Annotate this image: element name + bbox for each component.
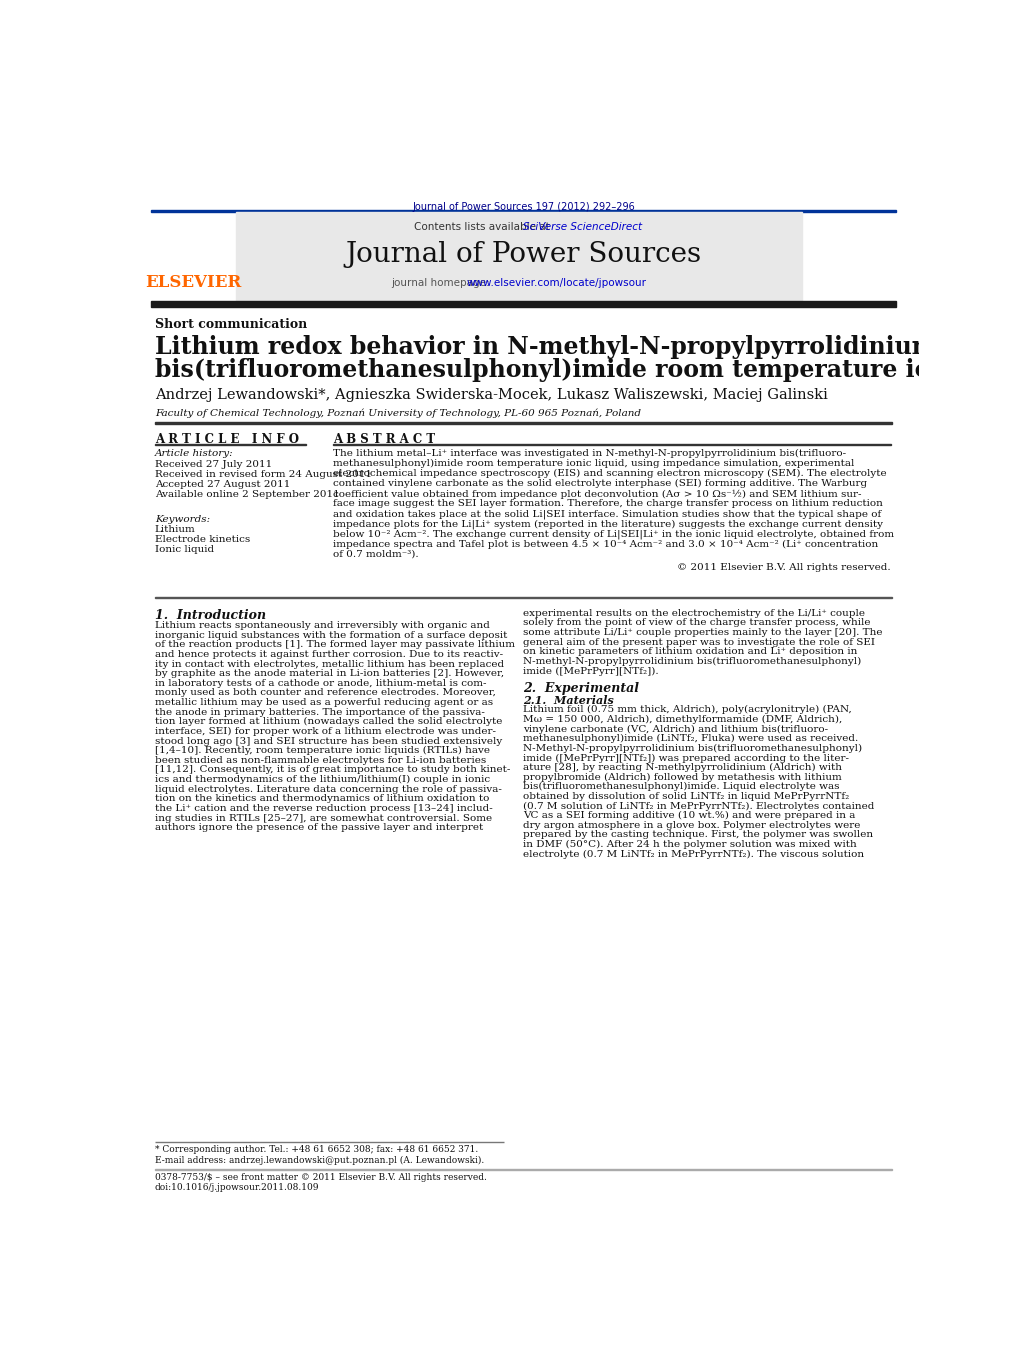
Text: contained vinylene carbonate as the solid electrolyte interphase (SEI) forming a: contained vinylene carbonate as the soli… xyxy=(333,480,867,489)
Text: journal homepage:: journal homepage: xyxy=(391,277,493,288)
Text: impedance plots for the Li|Li⁺ system (reported in the literature) suggests the : impedance plots for the Li|Li⁺ system (r… xyxy=(333,519,883,530)
Text: the Li⁺ cation and the reverse reduction process [13–24] includ-: the Li⁺ cation and the reverse reduction… xyxy=(155,804,492,813)
Text: doi:10.1016/j.jpowsour.2011.08.109: doi:10.1016/j.jpowsour.2011.08.109 xyxy=(155,1183,320,1192)
Text: tion layer formed at lithium (nowadays called the solid electrolyte: tion layer formed at lithium (nowadays c… xyxy=(155,717,502,727)
Text: vinylene carbonate (VC, Aldrich) and lithium bis(trifluoro-: vinylene carbonate (VC, Aldrich) and lit… xyxy=(523,724,828,734)
Text: © 2011 Elsevier B.V. All rights reserved.: © 2011 Elsevier B.V. All rights reserved… xyxy=(677,562,891,571)
Text: methanesulphonyl)imide room temperature ionic liquid, using impedance simulation: methanesulphonyl)imide room temperature … xyxy=(333,459,855,469)
Bar xyxy=(151,209,895,212)
Text: of the reaction products [1]. The formed layer may passivate lithium: of the reaction products [1]. The formed… xyxy=(155,640,515,650)
Text: in DMF (50°C). After 24 h the polymer solution was mixed with: in DMF (50°C). After 24 h the polymer so… xyxy=(523,840,857,850)
Text: Received in revised form 24 August 2011: Received in revised form 24 August 2011 xyxy=(155,470,372,480)
Text: imide ([MePrPyrr][NTf₂]) was prepared according to the liter-: imide ([MePrPyrr][NTf₂]) was prepared ac… xyxy=(523,754,848,762)
Text: some attribute Li/Li⁺ couple properties mainly to the layer [20]. The: some attribute Li/Li⁺ couple properties … xyxy=(523,628,882,636)
Text: been studied as non-flammable electrolytes for Li-ion batteries: been studied as non-flammable electrolyt… xyxy=(155,755,486,765)
Text: face image suggest the SEI layer formation. Therefore, the charge transfer proce: face image suggest the SEI layer formati… xyxy=(333,500,883,508)
Text: 2.1.  Materials: 2.1. Materials xyxy=(523,694,614,705)
Text: Short communication: Short communication xyxy=(155,317,307,331)
Text: Andrzej Lewandowski*, Agnieszka Swiderska-Mocek, Lukasz Waliszewski, Maciej Gali: Andrzej Lewandowski*, Agnieszka Swidersk… xyxy=(155,389,828,403)
Text: stood long ago [3] and SEI structure has been studied extensively: stood long ago [3] and SEI structure has… xyxy=(155,736,502,746)
Bar xyxy=(151,301,895,307)
Text: Ionic liquid: Ionic liquid xyxy=(155,544,213,554)
Text: bis(trifluoromethanesulphonyl)imide room temperature ionic liquid: bis(trifluoromethanesulphonyl)imide room… xyxy=(155,358,1021,382)
Text: of 0.7 moldm⁻³).: of 0.7 moldm⁻³). xyxy=(333,550,419,558)
Text: tion on the kinetics and thermodynamics of lithium oxidation to: tion on the kinetics and thermodynamics … xyxy=(155,794,489,804)
Text: Journal of Power Sources 197 (2012) 292–296: Journal of Power Sources 197 (2012) 292–… xyxy=(412,203,635,212)
Text: Lithium: Lithium xyxy=(155,524,195,534)
Text: dry argon atmosphere in a glove box. Polymer electrolytes were: dry argon atmosphere in a glove box. Pol… xyxy=(523,821,861,830)
Text: liquid electrolytes. Literature data concerning the role of passiva-: liquid electrolytes. Literature data con… xyxy=(155,785,501,793)
Text: ELSEVIER: ELSEVIER xyxy=(145,274,242,290)
Text: below 10⁻² Acm⁻². The exchange current density of Li|SEI|Li⁺ in the ionic liquid: below 10⁻² Acm⁻². The exchange current d… xyxy=(333,530,894,539)
Text: imide ([MePrPyrr][NTf₂]).: imide ([MePrPyrr][NTf₂]). xyxy=(523,666,659,676)
Text: prepared by the casting technique. First, the polymer was swollen: prepared by the casting technique. First… xyxy=(523,831,873,839)
Text: the anode in primary batteries. The importance of the passiva-: the anode in primary batteries. The impo… xyxy=(155,708,485,716)
Text: VC as a SEI forming additive (10 wt.%) and were prepared in a: VC as a SEI forming additive (10 wt.%) a… xyxy=(523,811,856,820)
Text: methanesulphonyl)imide (LiNTf₂, Fluka) were used as received.: methanesulphonyl)imide (LiNTf₂, Fluka) w… xyxy=(523,734,858,743)
Text: inorganic liquid substances with the formation of a surface deposit: inorganic liquid substances with the for… xyxy=(155,631,507,639)
Text: Available online 2 September 2011: Available online 2 September 2011 xyxy=(155,490,340,499)
Text: Lithium redox behavior in N-methyl-N-propylpyrrolidinium: Lithium redox behavior in N-methyl-N-pro… xyxy=(155,335,936,358)
Text: Journal of Power Sources: Journal of Power Sources xyxy=(345,242,701,269)
Text: Received 27 July 2011: Received 27 July 2011 xyxy=(155,461,272,469)
Text: A B S T R A C T: A B S T R A C T xyxy=(333,434,435,446)
Text: Faculty of Chemical Technology, Poznań University of Technology, PL-60 965 Pozna: Faculty of Chemical Technology, Poznań U… xyxy=(155,408,641,417)
Text: The lithium metal–Li⁺ interface was investigated in N-methyl-N-propylpyrrolidini: The lithium metal–Li⁺ interface was inve… xyxy=(333,450,846,458)
Text: Electrode kinetics: Electrode kinetics xyxy=(155,535,250,544)
Text: www.elsevier.com/locate/jpowsour: www.elsevier.com/locate/jpowsour xyxy=(467,277,646,288)
Text: [11,12]. Consequently, it is of great importance to study both kinet-: [11,12]. Consequently, it is of great im… xyxy=(155,766,510,774)
Text: ics and thermodynamics of the lithium/lithium(I) couple in ionic: ics and thermodynamics of the lithium/li… xyxy=(155,775,490,784)
Text: ature [28], by reacting N-methylpyrrolidinium (Aldrich) with: ature [28], by reacting N-methylpyrrolid… xyxy=(523,763,842,773)
Text: Accepted 27 August 2011: Accepted 27 August 2011 xyxy=(155,480,290,489)
Text: Contents lists available at: Contents lists available at xyxy=(415,222,553,232)
Text: impedance spectra and Tafel plot is between 4.5 × 10⁻⁴ Acm⁻² and 3.0 × 10⁻⁴ Acm⁻: impedance spectra and Tafel plot is betw… xyxy=(333,539,878,549)
Text: 2.  Experimental: 2. Experimental xyxy=(523,682,639,696)
Text: 1.  Introduction: 1. Introduction xyxy=(155,609,265,621)
Text: interface, SEI) for proper work of a lithium electrode was under-: interface, SEI) for proper work of a lit… xyxy=(155,727,496,736)
Text: experimental results on the electrochemistry of the Li/Li⁺ couple: experimental results on the electrochemi… xyxy=(523,609,865,617)
Text: authors ignore the presence of the passive layer and interpret: authors ignore the presence of the passi… xyxy=(155,823,483,832)
Text: on kinetic parameters of lithium oxidation and Li⁺ deposition in: on kinetic parameters of lithium oxidati… xyxy=(523,647,858,657)
Text: ing studies in RTILs [25–27], are somewhat controversial. Some: ing studies in RTILs [25–27], are somewh… xyxy=(155,813,492,823)
Text: Mω = 150 000, Aldrich), dimethylformamide (DMF, Aldrich),: Mω = 150 000, Aldrich), dimethylformamid… xyxy=(523,715,842,724)
Text: (0.7 M solution of LiNTf₂ in MePrPyrrNTf₂). Electrolytes contained: (0.7 M solution of LiNTf₂ in MePrPyrrNTf… xyxy=(523,801,874,811)
Text: Lithium foil (0.75 mm thick, Aldrich), poly(acrylonitryle) (PAN,: Lithium foil (0.75 mm thick, Aldrich), p… xyxy=(523,705,852,715)
Text: electrochemical impedance spectroscopy (EIS) and scanning electron microscopy (S: electrochemical impedance spectroscopy (… xyxy=(333,469,886,478)
Text: Lithium reacts spontaneously and irreversibly with organic and: Lithium reacts spontaneously and irrever… xyxy=(155,621,490,630)
Text: and hence protects it against further corrosion. Due to its reactiv-: and hence protects it against further co… xyxy=(155,650,503,659)
Text: N-methyl-N-propylpyrrolidinium bis(trifluoromethanesulphonyl): N-methyl-N-propylpyrrolidinium bis(trifl… xyxy=(523,657,861,666)
Text: bis(trifluoromethanesulphonyl)imide. Liquid electrolyte was: bis(trifluoromethanesulphonyl)imide. Liq… xyxy=(523,782,839,792)
Text: coefficient value obtained from impedance plot deconvolution (Aσ > 10 Ωs⁻½) and : coefficient value obtained from impedanc… xyxy=(333,489,862,499)
Text: N-Methyl-N-propylpyrrolidinium bis(trifluoromethanesulphonyl): N-Methyl-N-propylpyrrolidinium bis(trifl… xyxy=(523,744,862,753)
Text: obtained by dissolution of solid LiNTf₂ in liquid MePrPyrrNTf₂: obtained by dissolution of solid LiNTf₂ … xyxy=(523,792,849,801)
Text: general aim of the present paper was to investigate the role of SEI: general aim of the present paper was to … xyxy=(523,638,875,647)
Text: in laboratory tests of a cathode or anode, lithium-metal is com-: in laboratory tests of a cathode or anod… xyxy=(155,678,486,688)
Text: solely from the point of view of the charge transfer process, while: solely from the point of view of the cha… xyxy=(523,619,870,627)
Bar xyxy=(236,212,801,301)
Text: propylbromide (Aldrich) followed by metathesis with lithium: propylbromide (Aldrich) followed by meta… xyxy=(523,773,841,782)
Text: metallic lithium may be used as a powerful reducing agent or as: metallic lithium may be used as a powerf… xyxy=(155,698,493,707)
Text: 0378-7753/$ – see front matter © 2011 Elsevier B.V. All rights reserved.: 0378-7753/$ – see front matter © 2011 El… xyxy=(155,1173,487,1182)
Text: electrolyte (0.7 M LiNTf₂ in MePrPyrrNTf₂). The viscous solution: electrolyte (0.7 M LiNTf₂ in MePrPyrrNTf… xyxy=(523,850,864,859)
Text: SciVerse ScienceDirect: SciVerse ScienceDirect xyxy=(523,222,642,232)
Text: by graphite as the anode material in Li-ion batteries [2]. However,: by graphite as the anode material in Li-… xyxy=(155,669,504,678)
Text: Article history:: Article history: xyxy=(155,450,234,458)
Text: A R T I C L E   I N F O: A R T I C L E I N F O xyxy=(155,434,299,446)
Text: and oxidation takes place at the solid Li|SEI interface. Simulation studies show: and oxidation takes place at the solid L… xyxy=(333,509,881,519)
Text: E-mail address: andrzej.lewandowski@put.poznan.pl (A. Lewandowski).: E-mail address: andrzej.lewandowski@put.… xyxy=(155,1155,484,1165)
Text: [1,4–10]. Recently, room temperature ionic liquids (RTILs) have: [1,4–10]. Recently, room temperature ion… xyxy=(155,746,490,755)
Text: * Corresponding author. Tel.: +48 61 6652 308; fax: +48 61 6652 371.: * Corresponding author. Tel.: +48 61 665… xyxy=(155,1146,478,1154)
Text: Keywords:: Keywords: xyxy=(155,515,210,524)
Text: monly used as both counter and reference electrodes. Moreover,: monly used as both counter and reference… xyxy=(155,689,495,697)
Text: ity in contact with electrolytes, metallic lithium has been replaced: ity in contact with electrolytes, metall… xyxy=(155,659,504,669)
